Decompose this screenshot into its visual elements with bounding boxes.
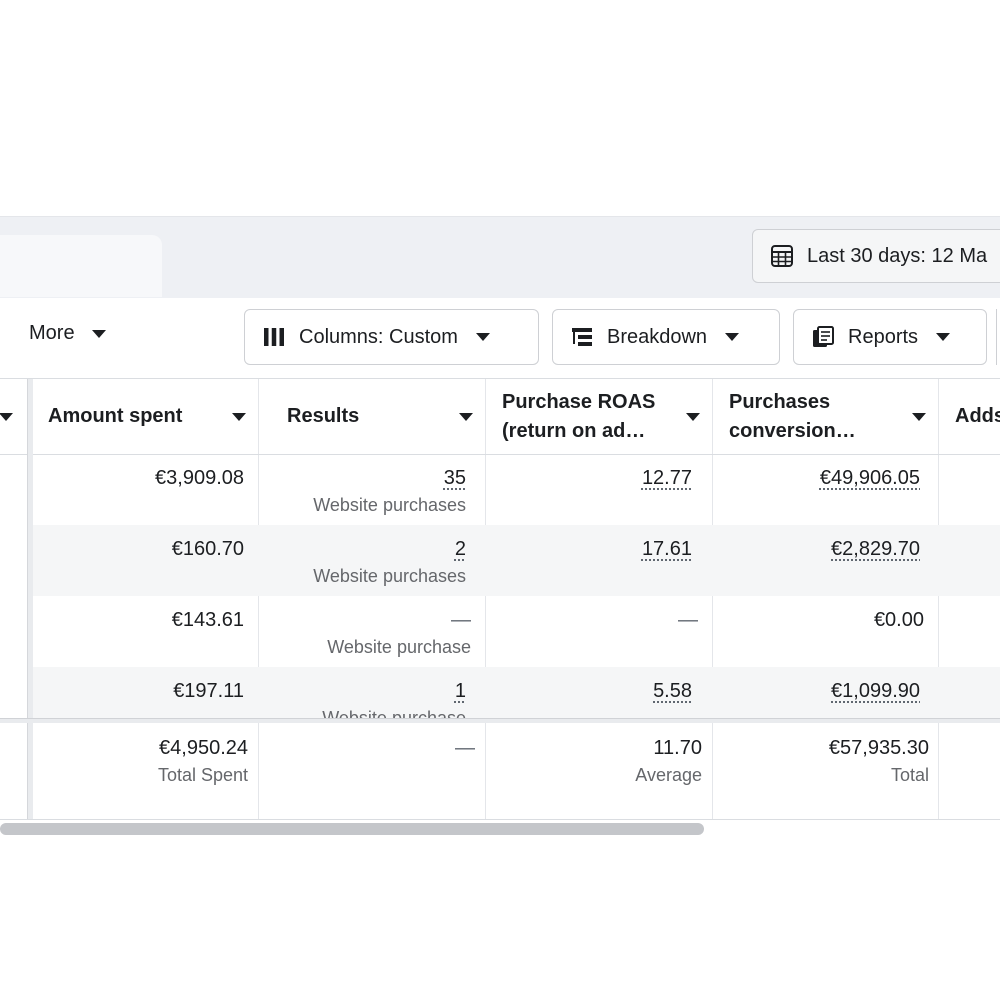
column-header-label: Results [287,405,360,427]
roas-value[interactable]: 12.77 [641,467,692,489]
chevron-down-icon [91,329,106,338]
column-divider [258,379,259,820]
total-results-value: — [455,737,475,759]
roas-value: — [678,609,698,631]
table-row[interactable]: €160.70 2 Website purchases 17.61 €2,829… [32,525,1000,596]
table-row[interactable]: €3,909.08 35 Website purchases 12.77 €49… [32,454,1000,525]
more-label: More [29,322,75,344]
frozen-column-divider[interactable] [27,379,33,820]
cell-conversion[interactable]: €49,906.05 [712,454,938,525]
chevron-down-icon [459,413,473,421]
column-divider [712,379,713,820]
columns-icon [264,328,284,346]
footer-divider [0,718,1000,723]
conversion-value[interactable]: €2,829.70 [831,538,920,560]
results-value[interactable]: 35 [443,467,466,489]
cell-conversion[interactable]: €1,099.90 [712,667,938,718]
chevron-down-icon [912,413,926,421]
roas-value[interactable]: 17.61 [641,538,692,560]
conversion-value: €0.00 [873,609,924,631]
breakdown-button[interactable]: Breakdown [552,309,780,365]
footer-roas: 11.70 Average [485,722,712,820]
column-divider [485,379,486,820]
results-value[interactable]: 1 [454,680,466,702]
footer-amount: €4,950.24 Total Spent [32,722,258,820]
amount-value: €3,909.08 [155,467,244,489]
table-body: €3,909.08 35 Website purchases 12.77 €49… [0,454,1000,718]
column-header-purchase-roas[interactable]: Purchase ROAS (return on ad… [485,379,712,454]
reports-button[interactable]: Reports [793,309,987,365]
chevron-down-icon [686,413,700,421]
results-sub: Website purchases [313,495,466,515]
chevron-down-icon [475,333,490,341]
footer-conversion: €57,935.30 Total [712,722,938,820]
amount-value: €143.61 [171,609,244,631]
cell-results: — Website purchase [258,596,485,667]
cell-amount: €143.61 [32,596,258,667]
columns-label: Columns: Custom [299,325,458,348]
cell-amount: €197.11 [32,667,258,718]
tab-panel[interactable] [0,235,162,297]
average-roas-label: Average [635,765,702,785]
roas-value[interactable]: 5.58 [653,680,692,702]
chevron-down-icon [725,333,740,341]
more-menu[interactable]: More [29,322,106,345]
average-roas-value: 11.70 [653,737,702,759]
total-conversion-label: Total [890,765,929,785]
column-divider [938,379,939,820]
column-header-label: Purchases conversion… [729,390,856,442]
calendar-icon [771,245,793,267]
cell-results[interactable]: 35 Website purchases [258,454,485,525]
reports-icon [813,326,834,347]
ads-table: Amount spent Results Purchase ROAS (retu… [0,378,1000,820]
cell-roas[interactable]: 12.77 [485,454,712,525]
breakdown-label: Breakdown [607,325,708,348]
total-amount-label: Total Spent [157,765,248,785]
header-divider [0,454,1000,455]
conversion-value[interactable]: €49,906.05 [819,467,920,489]
total-amount-value: €4,950.24 [159,737,248,759]
table-bottom-border [0,819,1000,820]
cell-amount: €3,909.08 [32,454,258,525]
column-header-purchases-conversion[interactable]: Purchases conversion… [712,379,938,454]
footer-results: — [258,722,485,820]
column-header-amount-spent[interactable]: Amount spent [32,379,258,454]
results-value: — [451,609,471,631]
cell-roas[interactable]: 5.58 [485,667,712,718]
columns-button[interactable]: Columns: Custom [244,309,539,365]
column-header-label: Purchase ROAS (return on ad… [502,390,656,442]
chevron-down-icon [936,333,951,341]
toolbar-overflow-button[interactable] [996,309,1000,365]
chevron-down-icon [0,413,13,421]
amount-value: €160.70 [171,538,244,560]
results-sub: Website purchase [322,708,466,718]
column-header-label: Amount spent [48,405,183,427]
amount-value: €197.11 [173,680,244,702]
reports-label: Reports [848,325,919,348]
chevron-down-icon [232,413,246,421]
date-range-button[interactable]: Last 30 days: 12 Ma [752,229,1000,283]
cell-conversion[interactable]: €2,829.70 [712,525,938,596]
column-header-results[interactable]: Results [258,379,485,454]
conversion-value[interactable]: €1,099.90 [831,680,920,702]
cell-roas: — [485,596,712,667]
column-header-label: Adds [955,405,1000,427]
results-sub: Website purchases [313,566,466,586]
table-row[interactable]: €197.11 1 Website purchase 5.58 €1,099.9… [32,667,1000,718]
horizontal-scrollbar[interactable] [0,823,704,835]
cell-roas[interactable]: 17.61 [485,525,712,596]
results-value[interactable]: 2 [454,538,466,560]
cell-conversion: €0.00 [712,596,938,667]
table-row[interactable]: €143.61 — Website purchase — €0.00 [32,596,1000,667]
column-header-previous[interactable] [0,379,27,454]
results-sub: Website purchase [327,637,471,657]
date-range-label: Last 30 days: 12 Ma [807,244,988,267]
cell-results[interactable]: 1 Website purchase [258,667,485,718]
cell-results[interactable]: 2 Website purchases [258,525,485,596]
total-conversion-value: €57,935.30 [828,737,929,759]
cell-amount: €160.70 [32,525,258,596]
column-header-adds[interactable]: Adds [938,379,1000,454]
breakdown-icon [572,328,592,346]
